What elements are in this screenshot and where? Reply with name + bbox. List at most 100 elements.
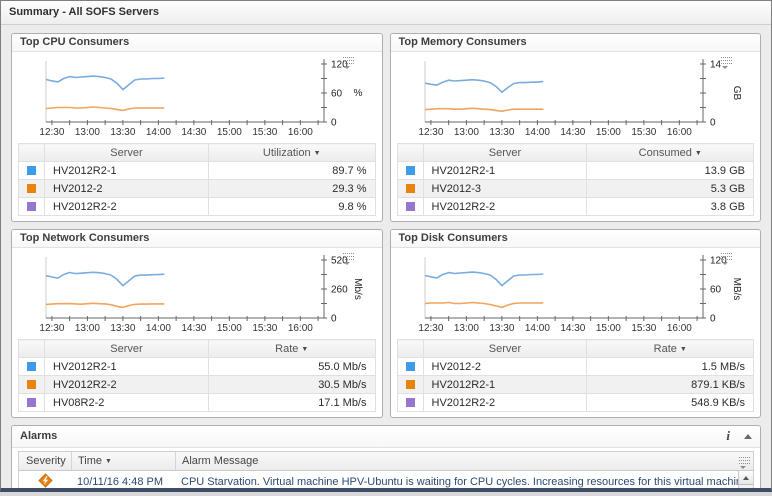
- dashboard-content: Top CPU Consumers 12:30 13:00 13:30 14:00 14…: [1, 25, 771, 488]
- svg-text:14: 14: [710, 60, 722, 71]
- network-chart: 12:30 13:00 13:30 14:00 14:30 15:00 15:30 16:00…: [39, 255, 363, 334]
- svg-text:16:00: 16:00: [288, 323, 313, 334]
- vertical-scrollbar[interactable]: [738, 471, 753, 488]
- server-value: 879.1 KB/s: [586, 375, 754, 394]
- alarm-row[interactable]: 10/11/16 4:48 PM CPU Starvation. Virtual…: [19, 471, 738, 488]
- table-row[interactable]: HV08R2-2 17.1 Mb/s: [18, 393, 376, 412]
- server-column-header[interactable]: Server: [422, 339, 588, 358]
- server-column-header[interactable]: Server: [422, 143, 588, 162]
- panel-top-cpu-consumers: Top CPU Consumers 12:30 13:00 13:30 14:00 14…: [11, 33, 383, 222]
- chart-options-icon[interactable]: [342, 55, 354, 72]
- server-name: HV2012R2-2: [44, 375, 209, 394]
- value-column-header[interactable]: Rate ▼: [586, 339, 754, 358]
- chart-options-icon[interactable]: [342, 251, 354, 268]
- swatch-column-header: [396, 143, 424, 162]
- svg-text:14:00: 14:00: [146, 127, 171, 138]
- disk-consumers-table: Server Rate ▼ HV2012-2 1.5 MB/s HV2012R2-…: [396, 339, 755, 412]
- chart-options-icon[interactable]: [721, 55, 732, 72]
- table-row[interactable]: HV2012R2-2 30.5 Mb/s: [18, 375, 376, 394]
- table-options-icon[interactable]: [739, 455, 750, 472]
- server-name: HV2012R2-1: [422, 161, 588, 180]
- svg-text:13:30: 13:30: [110, 127, 135, 138]
- collapse-icon[interactable]: [744, 430, 752, 439]
- scroll-up-button[interactable]: [739, 471, 753, 485]
- server-value: 55.0 Mb/s: [207, 357, 376, 376]
- table-row[interactable]: HV2012R2-2 9.8 %: [18, 197, 376, 216]
- cpu-consumers-table: Server Utilization ▼ HV2012R2-1 89.7 % HV…: [18, 143, 376, 216]
- panel-top-network-consumers: Top Network Consumers 12:30 13:00 13:30 14:…: [11, 229, 383, 418]
- server-column-header[interactable]: Server: [44, 143, 209, 162]
- severity-column-header[interactable]: Severity: [26, 455, 66, 467]
- chart-options-icon[interactable]: [721, 251, 732, 268]
- svg-text:120: 120: [331, 60, 348, 71]
- svg-text:0: 0: [710, 118, 716, 129]
- table-row[interactable]: HV2012R2-1 13.9 GB: [396, 161, 754, 180]
- page-title: Summary - All SOFS Servers: [1, 1, 771, 25]
- message-column-header[interactable]: Alarm Message: [175, 452, 753, 470]
- sort-desc-icon: ▼: [301, 345, 309, 353]
- value-column-header[interactable]: Rate ▼: [207, 339, 376, 358]
- sort-desc-icon: ▼: [313, 149, 321, 157]
- svg-text:12:30: 12:30: [39, 127, 64, 138]
- table-row[interactable]: HV2012R2-1 879.1 KB/s: [396, 375, 754, 394]
- info-icon[interactable]: i: [726, 428, 730, 443]
- server-name: HV2012R2-2: [422, 393, 588, 412]
- svg-text:60: 60: [331, 89, 343, 100]
- table-row[interactable]: HV2012-2 29.3 %: [18, 179, 376, 198]
- svg-text:GB: GB: [731, 86, 742, 101]
- cpu-chart: 12:30 13:00 13:30 14:00 14:30 15:00 15:30 16:00…: [39, 59, 363, 138]
- svg-text:16:00: 16:00: [666, 323, 691, 334]
- svg-text:14:30: 14:30: [181, 127, 206, 138]
- svg-text:13:30: 13:30: [489, 323, 514, 334]
- panel-top-disk-consumers: Top Disk Consumers 12:30 13:00 13:30 14:00 1…: [389, 229, 761, 418]
- svg-text:15:00: 15:00: [595, 127, 620, 138]
- sort-desc-icon: ▼: [105, 458, 112, 465]
- disk-chart: 12:30 13:00 13:30 14:00 14:30 15:00 15:30 16:00…: [418, 255, 742, 334]
- table-row[interactable]: HV2012R2-2 548.9 KB/s: [396, 393, 754, 412]
- table-row[interactable]: HV2012-2 1.5 MB/s: [396, 357, 754, 376]
- alarm-message: CPU Starvation. Virtual machine HPV-Ubun…: [181, 475, 738, 488]
- swatch-column-header: [18, 143, 45, 162]
- svg-text:0: 0: [331, 118, 337, 129]
- table-row[interactable]: HV2012R2-1 55.0 Mb/s: [18, 357, 376, 376]
- panel-title: Top Network Consumers: [12, 230, 382, 248]
- svg-text:120: 120: [710, 256, 727, 267]
- svg-text:13:00: 13:00: [453, 127, 478, 138]
- svg-text:0: 0: [710, 314, 716, 325]
- table-row[interactable]: HV2012-3 5.3 GB: [396, 179, 754, 198]
- server-name: HV2012R2-1: [44, 357, 209, 376]
- server-name: HV2012-2: [422, 357, 588, 376]
- warning-severity-icon: [37, 472, 53, 488]
- disk-chart-area: 12:30 13:00 13:30 14:00 14:30 15:00 15:30 16:00…: [391, 248, 761, 338]
- server-name: HV2012R2-2: [422, 197, 588, 216]
- alarms-table: Severity Time ▼ Alarm Message 10/11/16: [18, 451, 754, 488]
- svg-text:12:30: 12:30: [418, 127, 443, 138]
- series-swatch: [405, 380, 415, 390]
- value-column-header[interactable]: Utilization ▼: [207, 143, 376, 162]
- svg-text:15:30: 15:30: [631, 323, 656, 334]
- server-column-header[interactable]: Server: [44, 339, 209, 358]
- svg-text:Mb/s: Mb/s: [352, 278, 363, 300]
- server-value: 29.3 %: [207, 179, 376, 198]
- value-column-header[interactable]: Consumed ▼: [586, 143, 754, 162]
- table-row[interactable]: HV2012R2-2 3.8 GB: [396, 197, 754, 216]
- panel-title: Top Memory Consumers: [390, 34, 760, 52]
- memory-chart-area: 12:30 13:00 13:30 14:00 14:30 15:00 15:30 16:00…: [391, 52, 761, 142]
- server-value: 5.3 GB: [586, 179, 754, 198]
- table-row[interactable]: HV2012R2-1 89.7 %: [18, 161, 376, 180]
- svg-text:13:30: 13:30: [489, 127, 514, 138]
- time-column-header[interactable]: Time ▼: [71, 452, 175, 470]
- memory-chart: 12:30 13:00 13:30 14:00 14:30 15:00 15:30 16:00…: [418, 59, 742, 138]
- panel-title: Top Disk Consumers: [390, 230, 760, 248]
- svg-text:14:30: 14:30: [560, 127, 585, 138]
- svg-text:13:30: 13:30: [110, 323, 135, 334]
- server-value: 548.9 KB/s: [586, 393, 754, 412]
- svg-text:13:00: 13:00: [75, 127, 100, 138]
- panel-title: Top CPU Consumers: [12, 34, 382, 52]
- server-value: 89.7 %: [207, 161, 376, 180]
- series-swatch: [27, 166, 36, 176]
- alarms-title: Alarms: [20, 430, 58, 442]
- series-swatch: [27, 202, 36, 212]
- server-name: HV2012-2: [44, 179, 209, 198]
- svg-text:60: 60: [710, 285, 722, 296]
